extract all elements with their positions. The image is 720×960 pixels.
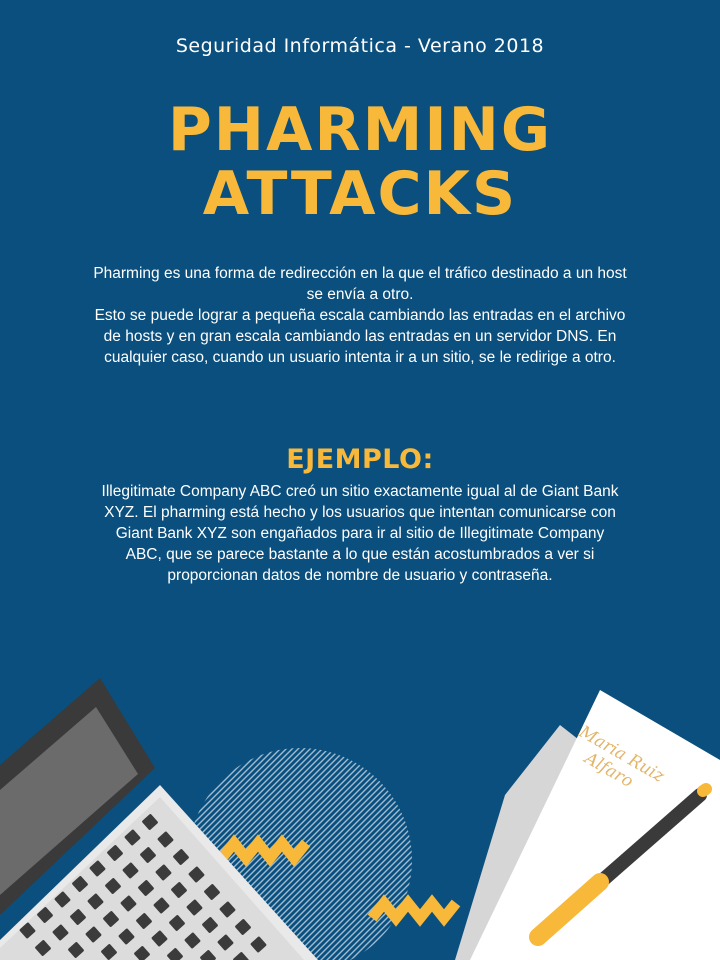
keyboard-key [153, 897, 170, 914]
title-line-1: PHARMING [167, 95, 553, 165]
keyboard-key [202, 917, 218, 933]
keyboard-key [87, 893, 104, 910]
keyboard-key [105, 878, 121, 894]
keyboard-key [155, 864, 172, 881]
poster-subtitle: Seguridad Informática - Verano 2018 [175, 35, 545, 57]
keyboard-key [186, 899, 203, 916]
keyboard-key [52, 924, 69, 941]
keyboard-key [235, 919, 251, 935]
poster-title: PHARMING ATTACKS [0, 98, 720, 226]
keyboard-key [72, 876, 88, 892]
keyboard-key [200, 950, 216, 960]
keyboard-key [89, 860, 106, 877]
keyboard-key [134, 946, 150, 960]
title-line-2: ATTACKS [202, 159, 518, 229]
keyboard-key [204, 884, 220, 900]
keyboard-key [85, 926, 102, 943]
example-paragraph: Illegitimate Company ABC creó un sitio e… [96, 481, 624, 586]
keyboard-key [171, 882, 187, 898]
zigzag-decoration [367, 894, 461, 927]
intro-paragraph: Pharming es una forma de redirección en … [88, 263, 632, 368]
laptop-illustration [0, 678, 318, 960]
keyboard-key [142, 814, 158, 830]
keyboard-key [250, 936, 267, 953]
keyboard-key [124, 829, 141, 846]
paper-illustration: Maria Ruiz Alfaro [455, 690, 720, 960]
keyboard-key [169, 915, 185, 931]
keyboard-key [188, 866, 205, 883]
example-text: Illegitimate Company ABC creó un sitio e… [101, 483, 619, 584]
keyboard-key [173, 849, 189, 865]
keyboard-key [138, 880, 154, 896]
zigzag-decoration [217, 834, 311, 867]
keyboard-key [122, 862, 139, 879]
keyboard-key [103, 911, 119, 927]
keyboard-key [140, 847, 156, 863]
keyboard-key [184, 932, 201, 949]
intro-line-1: Pharming es una forma de redirección en … [93, 265, 627, 303]
keyboard-key [107, 845, 123, 861]
intro-line-2: Esto se puede lograr a pequeña escala ca… [94, 307, 626, 366]
keyboard-key [219, 901, 236, 918]
keyboard-key [68, 942, 84, 958]
pen-icon [529, 783, 712, 946]
example-heading: EJEMPLO: [286, 444, 434, 475]
keyboard-key [157, 831, 174, 848]
keyboard-key [19, 922, 36, 939]
keyboard-key [70, 909, 86, 925]
keyboard-key [217, 934, 234, 951]
keyboard-key [118, 928, 135, 945]
keyboard-key [101, 944, 117, 960]
keyboard-key [233, 952, 249, 960]
keyboard-key [136, 913, 152, 929]
keyboard-key [37, 907, 53, 923]
keyboard-key [120, 895, 137, 912]
keyboard-key [151, 930, 168, 947]
keyboard-key [35, 940, 51, 956]
keyboard-key [54, 891, 71, 908]
